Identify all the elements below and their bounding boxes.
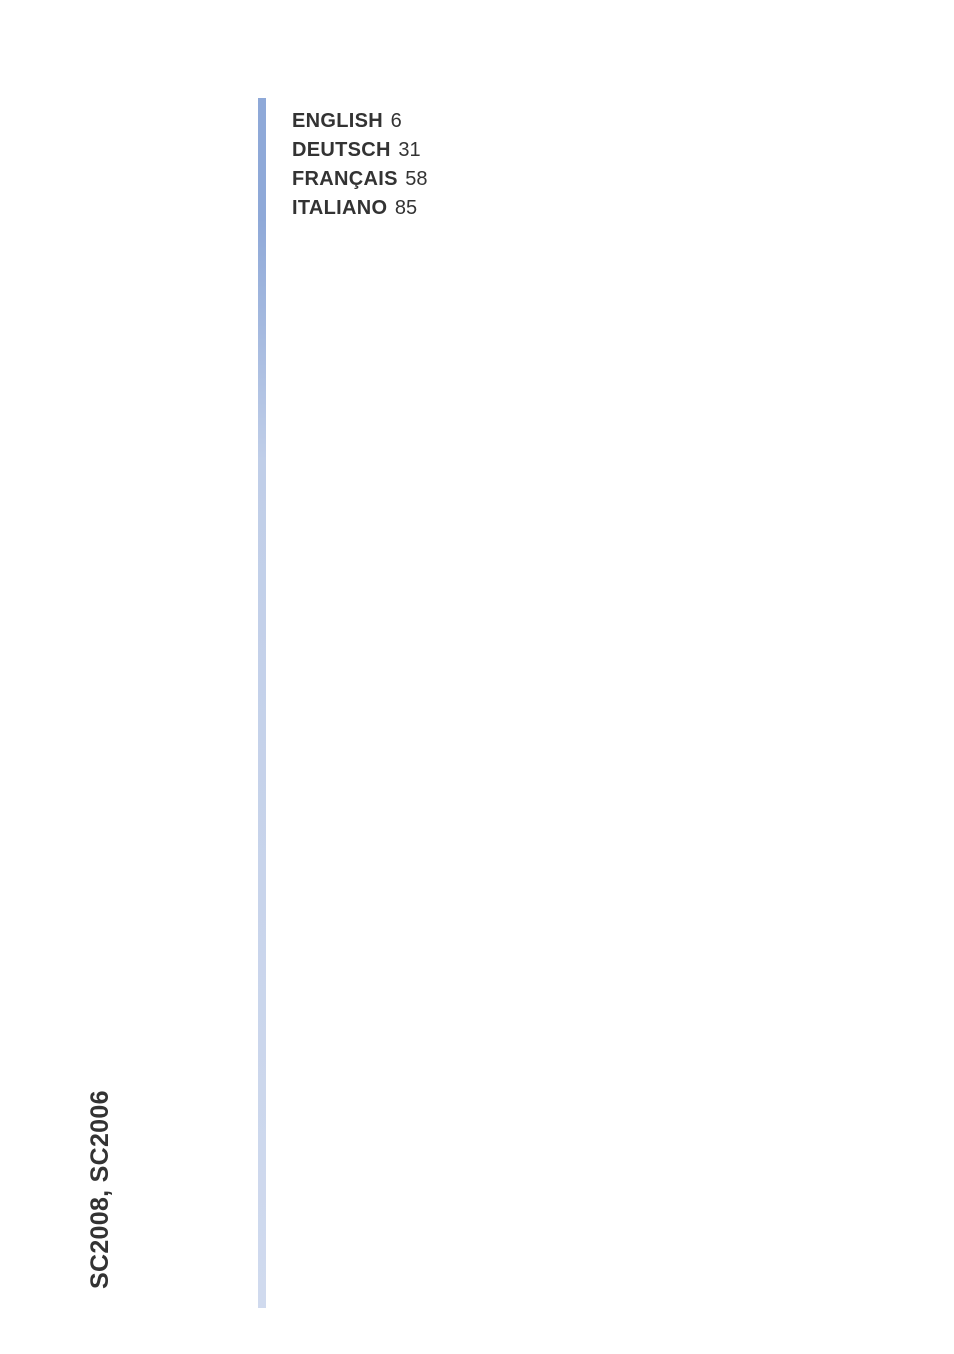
toc-entry: DEUTSCH 31	[292, 139, 428, 162]
vertical-divider	[258, 98, 266, 1308]
toc-page: 31	[398, 139, 420, 161]
table-of-contents: ENGLISH 6 DEUTSCH 31 FRANÇAIS 58 ITALIAN…	[292, 110, 428, 226]
toc-entry: FRANÇAIS 58	[292, 168, 428, 191]
toc-label: ITALIANO	[292, 197, 387, 219]
toc-page: 58	[405, 168, 427, 190]
toc-label: FRANÇAIS	[292, 168, 398, 190]
toc-label: ENGLISH	[292, 110, 383, 132]
toc-entry: ITALIANO 85	[292, 197, 428, 220]
toc-entry: ENGLISH 6	[292, 110, 428, 133]
product-model-label: SC2008, SC2006	[86, 1090, 115, 1289]
toc-label: DEUTSCH	[292, 139, 391, 161]
toc-page: 85	[395, 197, 417, 219]
toc-page: 6	[391, 110, 402, 132]
